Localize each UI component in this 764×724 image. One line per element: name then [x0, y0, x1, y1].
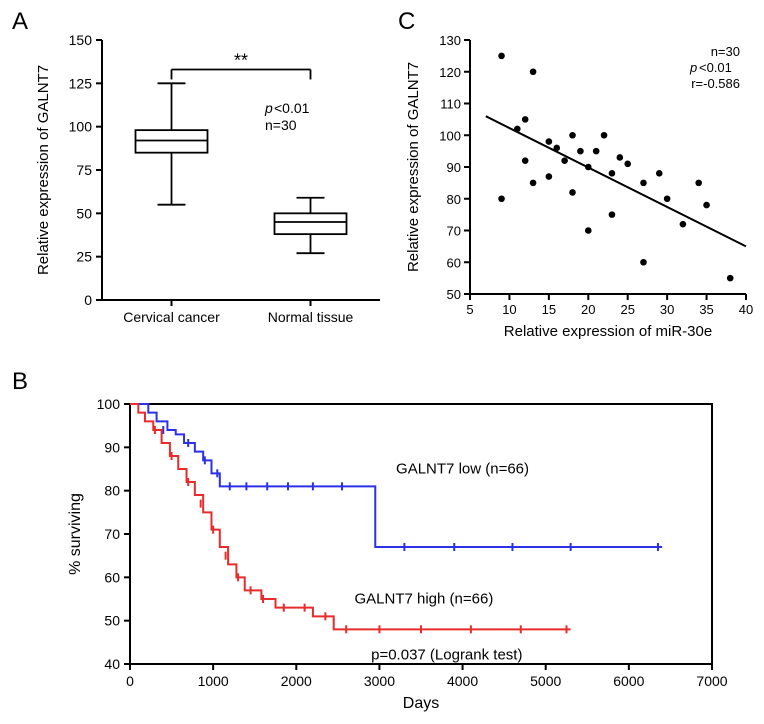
svg-text:50: 50: [76, 205, 92, 221]
panel-b-survival: 4050607080901000100020003000400050006000…: [60, 390, 730, 720]
svg-text:**: **: [234, 50, 248, 70]
svg-text:15: 15: [542, 302, 556, 317]
svg-text:90: 90: [104, 439, 120, 455]
figure-root: A C B 0255075100125150Relative expressio…: [0, 0, 764, 724]
svg-text:<0.01: <0.01: [274, 100, 310, 116]
svg-text:r=-0.586: r=-0.586: [691, 76, 740, 91]
svg-text:0: 0: [84, 292, 92, 308]
svg-text:% surviving: % surviving: [67, 493, 84, 575]
svg-text:50: 50: [104, 613, 120, 629]
svg-text:5: 5: [466, 302, 473, 317]
svg-text:Relative expression of GALNT7: Relative expression of GALNT7: [405, 62, 422, 272]
svg-text:110: 110: [440, 97, 461, 112]
svg-text:60: 60: [104, 569, 120, 585]
svg-text:n=30: n=30: [265, 117, 297, 133]
panel-label-a: A: [12, 8, 28, 36]
svg-text:35: 35: [699, 302, 713, 317]
svg-text:p: p: [264, 100, 273, 116]
svg-text:150: 150: [69, 32, 93, 48]
panel-a-boxplot: 0 25 50 75 100 125 150 Relative expression of G…: [30, 20, 390, 350]
svg-text:100: 100: [439, 128, 461, 143]
svg-text:30: 30: [660, 302, 674, 317]
svg-text:80: 80: [104, 483, 120, 499]
svg-text:p: p: [689, 60, 697, 75]
svg-text:70: 70: [104, 526, 120, 542]
panel-c-scatter: 50 60 70 80 90 100 110 120 130 5 10 15 20 25 30 35 40 Rel…: [400, 20, 760, 350]
svg-text:GALNT7 high (n=66): GALNT7 high (n=66): [354, 590, 493, 607]
svg-text:100: 100: [97, 396, 121, 412]
svg-text:4000: 4000: [447, 673, 478, 689]
svg-text:p=0.037 (Logrank test): p=0.037 (Logrank test): [371, 647, 522, 664]
svg-text:90: 90: [447, 160, 461, 175]
svg-text:20: 20: [581, 302, 595, 317]
svg-text:<0.01: <0.01: [699, 60, 732, 75]
svg-text:125: 125: [69, 75, 93, 91]
svg-text:Days: Days: [403, 695, 439, 712]
svg-text:1000: 1000: [198, 673, 229, 689]
svg-text:6000: 6000: [613, 673, 644, 689]
svg-text:Relative expression of miR-30e: Relative expression of miR-30e: [504, 323, 712, 340]
svg-text:70: 70: [447, 224, 461, 239]
svg-text:n=30: n=30: [711, 44, 740, 59]
svg-text:40: 40: [104, 656, 120, 672]
svg-text:GALNT7 low (n=66): GALNT7 low (n=66): [396, 460, 529, 477]
svg-text:130: 130: [439, 33, 461, 48]
svg-text:40: 40: [739, 302, 753, 317]
svg-text:10: 10: [502, 302, 516, 317]
svg-text:Normal tissue: Normal tissue: [268, 309, 354, 325]
svg-text:60: 60: [447, 255, 461, 270]
svg-text:0: 0: [126, 673, 134, 689]
svg-text:75: 75: [76, 162, 92, 178]
svg-text:3000: 3000: [364, 673, 395, 689]
svg-text:100: 100: [69, 119, 93, 135]
svg-text:25: 25: [76, 249, 92, 265]
svg-text:25: 25: [620, 302, 634, 317]
svg-text:7000: 7000: [696, 673, 727, 689]
svg-text:Relative expression of GALNT7: Relative expression of GALNT7: [35, 65, 52, 275]
svg-text:80: 80: [447, 192, 461, 207]
svg-text:Cervical cancer: Cervical cancer: [123, 309, 220, 325]
svg-text:120: 120: [439, 65, 461, 80]
svg-text:50: 50: [447, 287, 461, 302]
svg-text:2000: 2000: [281, 673, 312, 689]
panel-label-b: B: [12, 368, 28, 396]
svg-text:5000: 5000: [530, 673, 561, 689]
